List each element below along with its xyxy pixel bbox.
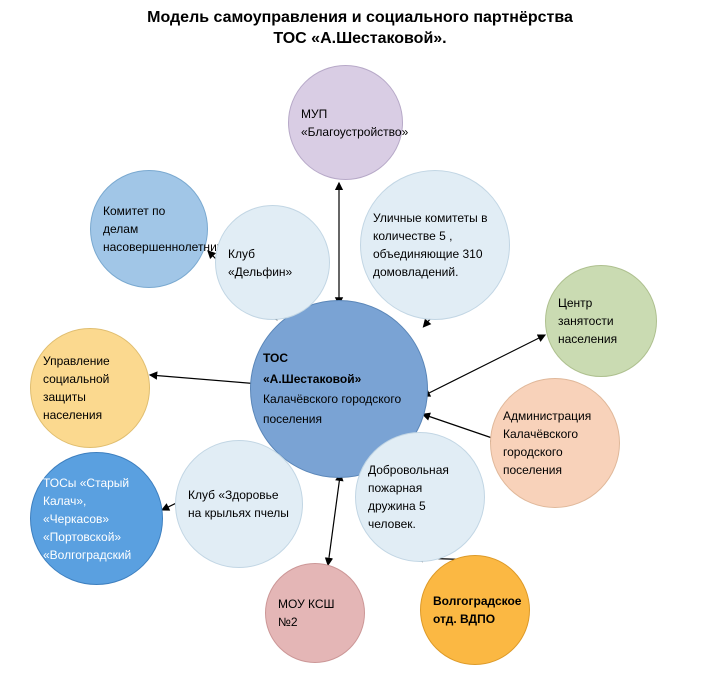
node-admin-label: Администрация Калачёвского городского по… xyxy=(503,407,607,479)
node-vdpo: Волгоградское отд. ВДПО xyxy=(420,555,530,665)
arrow-7 xyxy=(328,476,340,565)
node-health: Клуб «Здоровье на крыльях пчелы xyxy=(175,440,303,568)
node-tos-others: ТОСы «Старый Калач», «Черкасов» «Портовс… xyxy=(30,452,163,585)
arrow-3 xyxy=(150,375,260,384)
node-dolphin-label: Клуб «Дельфин» xyxy=(228,245,317,281)
node-committee: Комитет по делам насовершеннолетних xyxy=(90,170,208,288)
node-streets: Уличные комитеты в количестве 5 , объеди… xyxy=(360,170,510,320)
node-mup: МУП «Благоустройство» xyxy=(288,65,403,180)
node-social: Управление социальной защиты населения xyxy=(30,328,150,448)
node-committee-label: Комитет по делам насовершеннолетних xyxy=(103,202,195,256)
node-vdpo-label: Волгоградское отд. ВДПО xyxy=(433,592,517,628)
node-fire: Добровольная пожарная дружина 5 человек. xyxy=(355,432,485,562)
page-title: Модель самоуправления и социального парт… xyxy=(0,8,720,50)
node-dolphin: Клуб «Дельфин» xyxy=(215,205,330,320)
node-employment: Центр занятости населения xyxy=(545,265,657,377)
node-streets-label: Уличные комитеты в количестве 5 , объеди… xyxy=(373,209,497,281)
node-employment-label: Центр занятости населения xyxy=(558,294,644,348)
node-mup-label: МУП «Благоустройство» xyxy=(301,105,390,141)
node-fire-label: Добровольная пожарная дружина 5 человек. xyxy=(368,461,472,533)
node-health-label: Клуб «Здоровье на крыльях пчелы xyxy=(188,486,290,522)
node-school-label: МОУ КСШ №2 xyxy=(278,595,352,631)
node-social-label: Управление социальной защиты населения xyxy=(43,352,137,424)
node-tos-others-label: ТОСы «Старый Калач», «Черкасов» «Портовс… xyxy=(43,474,150,564)
node-school: МОУ КСШ №2 xyxy=(265,563,365,663)
center-label: ТОС«А.Шестаковой»Калачёвского городского… xyxy=(263,348,415,430)
node-admin: Администрация Калачёвского городского по… xyxy=(490,378,620,508)
